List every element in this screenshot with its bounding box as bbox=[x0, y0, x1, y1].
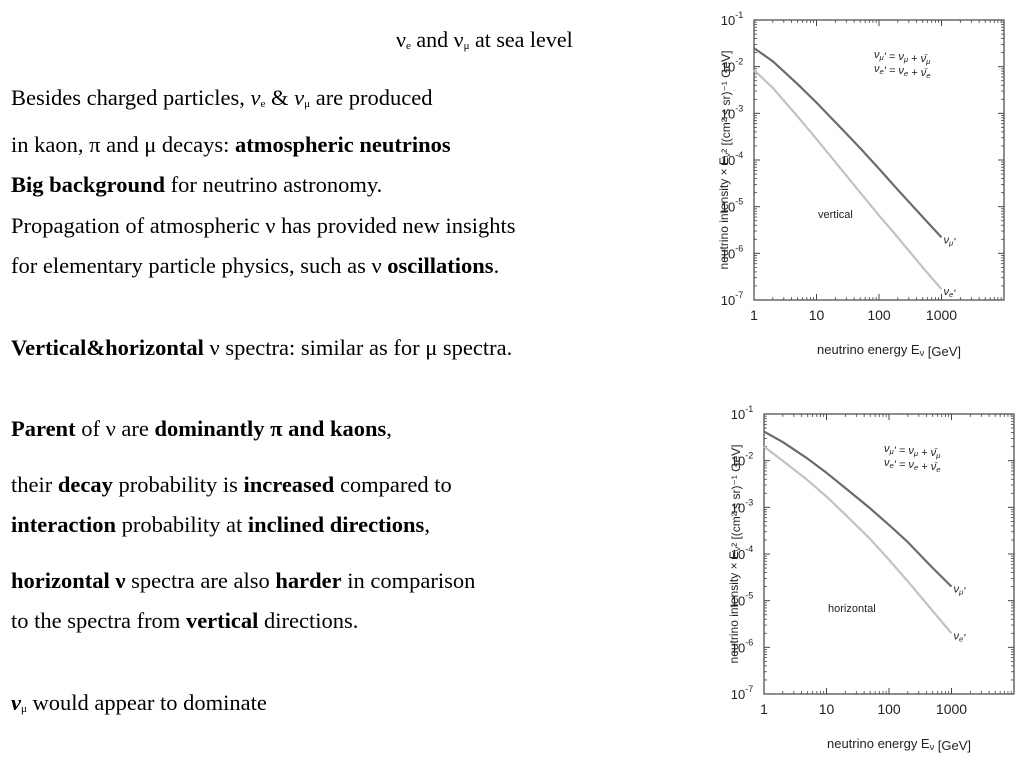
x-tick-label: 10 bbox=[809, 307, 825, 323]
vertical-spectrum-plot: 1 10 100 1000 10-7 10-6 10-5 10-4 10-3 10-2 10-1 νμ… bbox=[717, 10, 1005, 359]
vertical-spectrum-chart: 1 10 100 1000 10-7 10-6 10-5 10-4 10-3 10-2 10-1 νμ… bbox=[714, 6, 1014, 368]
y-axis-label: neutrino intensity × Eν² [(cm² s sr)⁻¹ G… bbox=[717, 51, 733, 270]
x-tick-label: 100 bbox=[877, 701, 901, 717]
x-tick-label: 1 bbox=[750, 307, 758, 323]
y-tick-label: 10-6 bbox=[721, 243, 743, 261]
x-tick-label: 1 bbox=[760, 701, 768, 717]
body-line-4: Propagation of atmospheric ν has provide… bbox=[11, 212, 516, 238]
y-tick-label: 10-4 bbox=[731, 544, 753, 562]
legend-entry: νμ' = νμ + ν̄μ bbox=[874, 49, 931, 66]
y-tick-label: 10-5 bbox=[721, 197, 743, 215]
y-axis-label: neutrino intensity × Eν² [(cm² s sr)⁻¹ G… bbox=[727, 445, 743, 664]
series-end-label: νμ' bbox=[944, 234, 957, 248]
y-tick-label: 10-2 bbox=[731, 451, 753, 469]
y-tick-label: 10-3 bbox=[731, 497, 753, 515]
y-tick-label: 10-4 bbox=[721, 150, 743, 168]
body-line-9: interaction probability at inclined dire… bbox=[11, 512, 430, 537]
body-line-11: to the spectra from vertical directions. bbox=[11, 608, 359, 633]
series-end-label: νe' bbox=[944, 286, 957, 300]
title-and-nu: and ν bbox=[410, 27, 464, 52]
y-tick-label: 10-2 bbox=[721, 57, 743, 75]
y-tick-label: 10-5 bbox=[731, 591, 753, 609]
slide-body: Besides charged particles, νe & νμ are p… bbox=[11, 78, 691, 729]
body-line-5: for elementary particle physics, such as… bbox=[11, 253, 500, 278]
series-line bbox=[753, 69, 943, 290]
y-tick-label: 10-1 bbox=[721, 10, 743, 28]
x-tick-label: 100 bbox=[867, 307, 891, 323]
body-line-3: Big background for neutrino astronomy. bbox=[11, 172, 383, 197]
horizontal-spectrum-chart: 1 10 100 1000 10-7 10-6 10-5 10-4 10-3 10-2 10-1 νμ… bbox=[724, 400, 1024, 762]
plot-frame bbox=[753, 19, 1005, 301]
series-line bbox=[753, 47, 943, 239]
horizontal-spectrum-plot: 1 10 100 1000 10-7 10-6 10-5 10-4 10-3 10-2 10-1 νμ… bbox=[727, 404, 1015, 753]
x-axis-label: neutrino energy Eν [GeV] bbox=[827, 736, 971, 753]
x-tick-label: 1000 bbox=[926, 307, 957, 323]
title-suffix: at sea level bbox=[469, 27, 573, 52]
legend-entry: νμ' = νμ + ν̄μ bbox=[884, 443, 941, 460]
series-line bbox=[763, 430, 953, 588]
series-end-label: νe' bbox=[954, 630, 967, 644]
body-line-6: Vertical&horizontal ν spectra: similar a… bbox=[11, 334, 513, 360]
title-nu-e: νe bbox=[396, 27, 411, 52]
chart-annotation: horizontal bbox=[828, 603, 876, 615]
slide-title: νe and νμ at sea level bbox=[396, 26, 573, 60]
body-line-8: their decay probability is increased com… bbox=[11, 471, 452, 497]
body-line-7: Parent of ν are dominantly π and kaons, bbox=[11, 416, 392, 441]
plot-frame bbox=[763, 413, 1015, 695]
y-tick-label: 10-6 bbox=[731, 637, 753, 655]
x-axis-label: neutrino energy Eν [GeV] bbox=[817, 342, 961, 359]
body-line-2: in kaon, π and μ decays: atmospheric neu… bbox=[11, 131, 451, 157]
x-tick-label: 10 bbox=[819, 701, 835, 717]
y-tick-label: 10-3 bbox=[721, 103, 743, 121]
y-tick-label: 10-7 bbox=[721, 290, 743, 308]
body-line-1: Besides charged particles, νe & νμ are p… bbox=[11, 85, 433, 110]
legend-entry: νe' = νe + ν̄e bbox=[874, 63, 931, 80]
body-line-10: horizontal ν spectra are also harder in … bbox=[11, 567, 476, 593]
y-tick-label: 10-1 bbox=[731, 404, 753, 422]
series-line bbox=[763, 445, 953, 635]
x-tick-label: 1000 bbox=[936, 701, 967, 717]
y-tick-label: 10-7 bbox=[731, 684, 753, 702]
chart-annotation: vertical bbox=[818, 209, 853, 221]
legend-entry: νe' = νe + ν̄e bbox=[884, 457, 941, 474]
title-mu-sub: μ bbox=[463, 40, 470, 52]
series-end-label: νμ' bbox=[954, 584, 967, 598]
body-line-12: νμ would appear to dominate bbox=[11, 689, 267, 715]
